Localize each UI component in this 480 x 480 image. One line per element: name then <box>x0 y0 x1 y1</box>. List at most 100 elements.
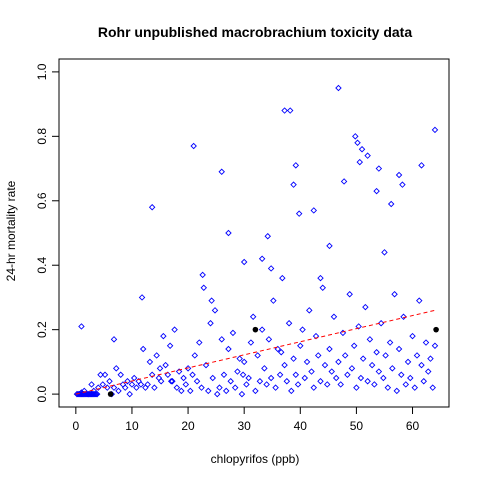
data-point <box>399 181 406 188</box>
data-point <box>126 390 133 398</box>
data-point <box>198 384 205 391</box>
data-point <box>319 284 326 292</box>
data-point <box>310 207 317 214</box>
data-point <box>220 371 228 379</box>
data-point <box>164 371 172 379</box>
data-point <box>321 361 329 369</box>
data-point <box>359 355 367 362</box>
data-point <box>265 336 273 343</box>
data-point <box>382 352 389 359</box>
data-point <box>78 323 85 330</box>
data-point <box>341 352 349 359</box>
data-point <box>402 381 410 388</box>
data-point <box>157 377 165 385</box>
data-point <box>263 381 270 388</box>
data-point <box>187 387 194 395</box>
data-point <box>389 365 396 372</box>
data-point <box>416 297 423 304</box>
data-point <box>101 371 109 379</box>
data-point <box>153 352 160 359</box>
highlight-point <box>433 326 439 333</box>
data-point <box>297 342 304 350</box>
data-point <box>113 365 120 372</box>
data-point <box>371 381 378 388</box>
data-point <box>317 274 324 282</box>
data-point <box>261 365 268 372</box>
data-point <box>88 381 95 388</box>
data-point <box>330 313 338 321</box>
chart-title: Rohr unpublished macrobrachium toxicity … <box>98 24 412 40</box>
data-point <box>395 171 403 179</box>
x-tick-label: 50 <box>350 419 364 433</box>
plot-frame <box>58 58 450 408</box>
data-point <box>285 319 293 327</box>
data-point <box>387 200 395 208</box>
data-point <box>258 326 266 333</box>
data-point <box>95 384 102 391</box>
data-point <box>277 348 285 356</box>
data-point <box>199 271 206 279</box>
data-point <box>375 165 383 172</box>
data-point <box>384 384 392 391</box>
data-point <box>146 358 154 366</box>
data-point <box>398 371 405 379</box>
data-point <box>281 107 288 114</box>
data-point <box>317 377 324 385</box>
data-point <box>171 326 178 333</box>
data-point <box>240 358 248 366</box>
data-point <box>354 139 361 147</box>
data-point <box>326 345 333 353</box>
data-point <box>303 358 311 366</box>
data-point <box>418 361 425 369</box>
data-point <box>110 384 118 391</box>
y-tick-label: 0.6 <box>35 192 49 209</box>
data-point <box>344 371 351 379</box>
data-point <box>310 384 317 391</box>
data-point <box>225 229 232 237</box>
data-point <box>400 313 407 321</box>
data-point <box>238 390 246 398</box>
data-point <box>375 368 383 375</box>
data-point <box>205 387 212 395</box>
data-point <box>234 368 241 375</box>
data-point <box>173 384 181 391</box>
y-axis-label: 24-hr mortality rate <box>4 180 18 281</box>
data-point <box>182 381 190 388</box>
data-point <box>256 377 264 385</box>
x-axis: 0 10 20 30 40 50 60 <box>72 407 420 433</box>
data-point <box>184 365 192 372</box>
data-point <box>350 342 358 350</box>
data-point <box>395 345 403 353</box>
data-point <box>97 371 104 379</box>
data-point <box>292 371 300 379</box>
data-point <box>386 339 394 346</box>
data-point <box>323 381 331 388</box>
data-point <box>209 374 216 382</box>
data-point <box>139 345 147 353</box>
data-point <box>332 374 340 382</box>
data-point <box>279 274 286 282</box>
data-point <box>133 384 140 391</box>
data-point <box>178 387 185 395</box>
data-point <box>290 355 297 362</box>
data-point <box>148 371 156 379</box>
y-tick-label: 0.0 <box>35 385 49 402</box>
data-point <box>148 203 156 211</box>
data-point <box>358 145 366 153</box>
data-point <box>427 355 434 362</box>
data-point <box>312 332 320 340</box>
data-point <box>229 329 237 337</box>
data-point <box>283 377 291 385</box>
highlight-point <box>252 326 259 333</box>
x-tick-label: 40 <box>294 419 308 433</box>
data-point <box>362 303 369 311</box>
data-point <box>124 377 131 385</box>
data-point <box>292 162 300 169</box>
data-point <box>366 336 374 343</box>
y-axis: 0.0 0.2 0.4 0.6 0.8 1.0 <box>35 63 59 402</box>
data-point <box>189 371 196 379</box>
data-point <box>214 390 221 398</box>
data-point <box>200 284 208 292</box>
y-tick-label: 0.4 <box>35 257 49 274</box>
data-point <box>78 389 85 396</box>
